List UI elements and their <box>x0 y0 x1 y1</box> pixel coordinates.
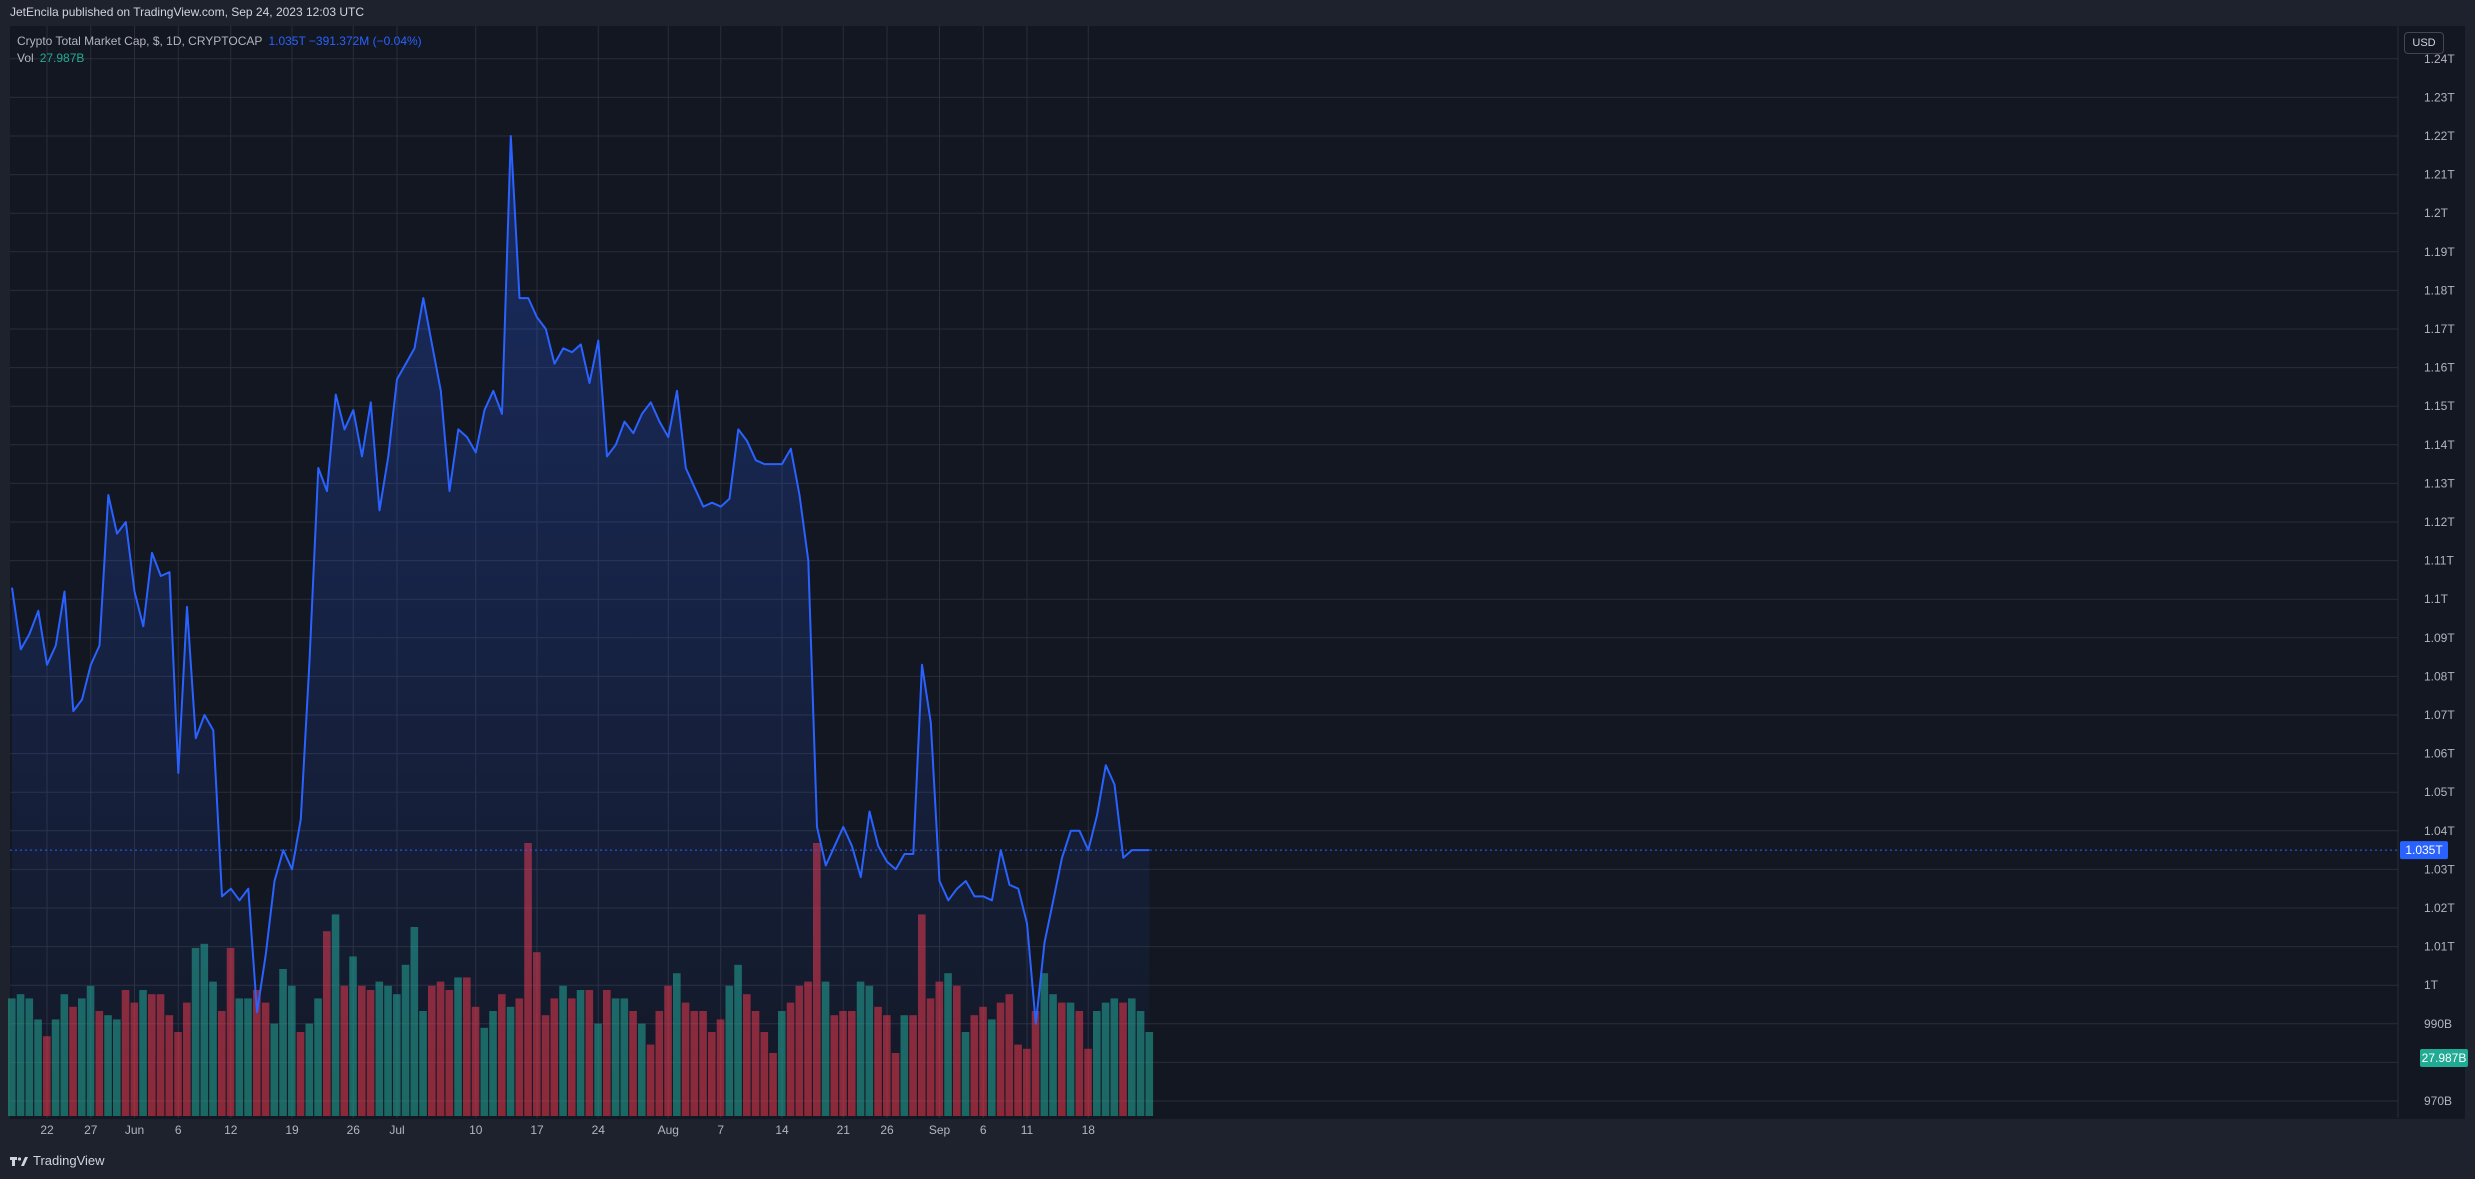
x-tick-label: Sep <box>929 1123 951 1137</box>
y-tick-label: 1.24T <box>2424 52 2455 66</box>
x-tick-label: Jul <box>389 1123 404 1137</box>
y-tick-label: 1.06T <box>2424 747 2455 761</box>
y-tick-label: 1.23T <box>2424 90 2455 104</box>
y-axis[interactable]: 970B980B990B1T1.01T1.02T1.03T1.04T1.05T1… <box>2397 26 2455 1118</box>
footer-brand[interactable]: TradingView <box>10 1153 105 1168</box>
x-tick-label: 6 <box>175 1123 182 1137</box>
y-tick-label: 1.08T <box>2424 669 2455 683</box>
y-tick-label: 1T <box>2424 978 2439 992</box>
y-tick-label: 1.16T <box>2424 361 2455 375</box>
x-tick-label: 7 <box>717 1123 724 1137</box>
x-tick-label: 17 <box>530 1123 544 1137</box>
y-tick-label: 1.09T <box>2424 631 2455 645</box>
x-tick-label: 26 <box>880 1123 894 1137</box>
y-tick-label: 1.18T <box>2424 283 2455 297</box>
price-area-fill <box>12 136 1150 1118</box>
y-tick-label: 1.14T <box>2424 438 2455 452</box>
x-axis[interactable]: 22 27 Jun 6 12 19 26 Jul 10 17 24 Aug 7 14 21 26 Sep 6 11 1… <box>40 1123 1095 1137</box>
y-tick-label: 1.05T <box>2424 785 2455 799</box>
y-tick-label: 990B <box>2424 1017 2452 1031</box>
volume-bar <box>8 998 16 1116</box>
volume-legend[interactable]: Vol 27.987B <box>17 51 84 65</box>
tradingview-logo-icon <box>10 1156 28 1166</box>
y-tick-label: 1.11T <box>2424 554 2454 568</box>
y-tick-label: 1.13T <box>2424 476 2455 490</box>
x-tick-label: 6 <box>980 1123 987 1137</box>
y-tick-label: 1.07T <box>2424 708 2455 722</box>
y-tick-label: 1.17T <box>2424 322 2455 336</box>
volume-value: 27.987B <box>39 51 85 65</box>
footer-brand-label: TradingView <box>33 1153 105 1168</box>
currency-button[interactable]: USD <box>2404 32 2444 54</box>
y-tick-label: 1.22T <box>2424 129 2455 143</box>
y-tick-label: 1.21T <box>2424 168 2455 182</box>
y-tick-label: 1.19T <box>2424 245 2455 259</box>
x-tick-label: 24 <box>592 1123 606 1137</box>
y-tick-label: 970B <box>2424 1094 2452 1108</box>
y-tick-label: 1.2T <box>2424 206 2449 220</box>
price-line <box>11 135 1150 1025</box>
y-tick-label: 1.1T <box>2424 592 2449 606</box>
x-tick-label: 27 <box>84 1123 98 1137</box>
y-tick-label: 1.01T <box>2424 940 2455 954</box>
y-tick-label: 1.15T <box>2424 399 2455 413</box>
last-volume-tag-label: 27.987B <box>2422 1051 2467 1065</box>
x-tick-label: Aug <box>658 1123 679 1137</box>
y-tick-label: 1.02T <box>2424 901 2455 915</box>
symbol-title: Crypto Total Market Cap, $, 1D, CRYPTOCA… <box>17 34 263 48</box>
y-tick-label: 1.03T <box>2424 862 2455 876</box>
y-tick-label: 1.04T <box>2424 824 2455 838</box>
symbol-values: 1.035T −391.372M (−0.04%) <box>268 34 422 48</box>
volume-label: Vol <box>17 51 34 65</box>
symbol-legend[interactable]: Crypto Total Market Cap, $, 1D, CRYPTOCA… <box>17 34 422 48</box>
price-tags: 1.035T 27.987B <box>2400 841 2468 1067</box>
x-tick-label: 10 <box>469 1123 483 1137</box>
x-tick-label: 21 <box>837 1123 851 1137</box>
last-price-tag-label: 1.035T <box>2405 843 2443 857</box>
x-tick-label: 26 <box>347 1123 361 1137</box>
last-price-tag <box>2400 841 2448 860</box>
y-tick-label: 1.12T <box>2424 515 2455 529</box>
x-tick-label: 18 <box>1082 1123 1096 1137</box>
x-tick-label: 22 <box>40 1123 54 1137</box>
last-volume-tag <box>2420 1049 2468 1067</box>
x-tick-label: 19 <box>285 1123 299 1137</box>
x-tick-label: 11 <box>1021 1123 1034 1137</box>
x-tick-label: 14 <box>775 1123 789 1137</box>
x-tick-label: 12 <box>224 1123 238 1137</box>
publisher-header: JetEncila published on TradingView.com, … <box>10 5 364 19</box>
x-tick-label: Jun <box>125 1123 144 1137</box>
